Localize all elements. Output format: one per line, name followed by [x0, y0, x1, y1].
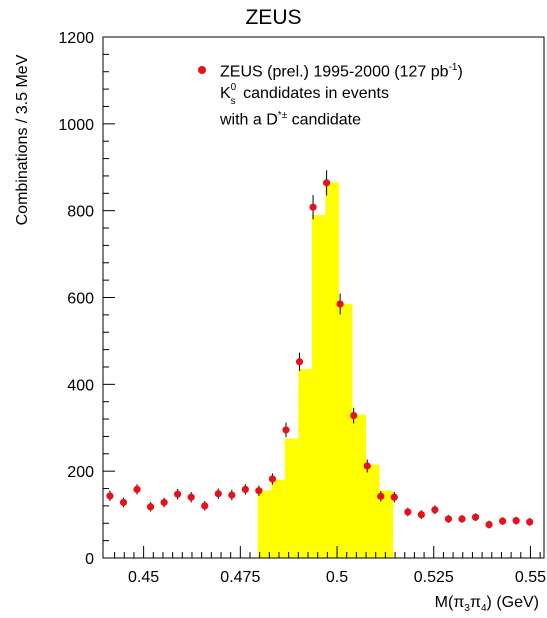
legend-entry-data: ZEUS (prel.) 1995-2000 (127 pb-1)	[198, 57, 463, 83]
data-points-layer	[106, 170, 534, 529]
legend-line1-text: ZEUS (prel.) 1995-2000 (127 pb	[220, 63, 449, 81]
data-point	[404, 508, 412, 516]
histogram-bar	[379, 490, 394, 558]
data-point	[431, 506, 439, 514]
x-tick-label: 0.5	[326, 569, 348, 586]
y-tick-label: 200	[67, 464, 94, 481]
data-point	[106, 492, 114, 500]
data-point	[417, 510, 425, 519]
histogram-layer	[257, 182, 394, 558]
x-axis-label-pi2: π	[469, 594, 481, 611]
data-point	[377, 492, 385, 500]
histogram-bar	[338, 304, 353, 558]
data-point	[512, 517, 520, 525]
data-point	[444, 515, 453, 523]
legend-line2-k: K	[220, 85, 231, 103]
data-point	[228, 491, 236, 499]
data-point	[499, 517, 507, 525]
data-point	[282, 426, 290, 434]
histogram-bar	[271, 479, 285, 558]
data-point	[309, 203, 317, 211]
histogram-bar	[352, 414, 367, 558]
legend-marker-dot	[198, 66, 206, 75]
y-tick-label: 800	[67, 204, 94, 221]
data-point	[295, 358, 304, 366]
x-axis-label-sub1: 3	[464, 603, 470, 615]
x-axis-label-sub2: 4	[480, 603, 487, 615]
y-tick-label: 1000	[58, 117, 94, 134]
y-tick-label: 0	[85, 551, 94, 568]
legend-line2-text: candidates in events	[238, 85, 389, 103]
y-axis-label: Combinations / 3.5 MeV	[14, 54, 31, 226]
legend-line3-text: with a D	[220, 111, 278, 129]
chart-title: ZEUS	[245, 6, 302, 29]
y-tick-label: 1200	[58, 30, 94, 47]
data-point	[336, 300, 344, 308]
y-tick-label: 600	[67, 291, 94, 308]
data-point	[255, 487, 263, 495]
legend-line3: with a D*± candidate	[198, 105, 463, 131]
data-point	[350, 411, 358, 420]
x-tick-label: 0.45	[128, 569, 159, 586]
histogram-bar	[311, 215, 326, 558]
x-tick-label: 0.475	[220, 569, 260, 586]
legend-line3-sup: *±	[277, 110, 288, 122]
data-point	[363, 462, 371, 470]
legend-line1-sup: -1	[448, 62, 458, 73]
data-point	[268, 475, 277, 483]
histogram-bar	[325, 182, 339, 558]
data-point	[485, 520, 493, 529]
legend-line2-sup: 0	[230, 82, 237, 94]
data-point	[174, 490, 182, 498]
x-tick-label: 0.55	[515, 569, 546, 586]
data-point	[119, 498, 128, 507]
data-point	[471, 513, 480, 521]
histogram-bar	[257, 490, 272, 558]
x-axis-label-prefix: M(	[434, 594, 454, 611]
data-point	[390, 493, 398, 501]
data-point	[214, 490, 222, 498]
x-axis-label-suffix: ) (GeV)	[486, 594, 539, 611]
x-axis-label: M(π3π4) (GeV)	[435, 594, 539, 614]
histogram-bar	[284, 438, 299, 558]
data-point	[201, 502, 209, 510]
data-point	[241, 485, 249, 494]
histogram-bar	[366, 464, 380, 558]
data-point	[526, 518, 534, 526]
histogram-bar	[298, 369, 312, 558]
x-axis-label-pi1: π	[453, 594, 465, 611]
data-point	[458, 515, 466, 523]
y-tick-label: 400	[67, 377, 94, 394]
data-point	[133, 485, 141, 494]
data-point	[187, 493, 195, 501]
x-tick-label: 0.525	[414, 569, 454, 586]
data-point	[160, 498, 168, 507]
data-point	[322, 179, 331, 187]
legend-line2-sub: s	[230, 96, 236, 108]
plot-frame	[102, 36, 545, 559]
legend-line3-rest: candidate	[287, 111, 362, 129]
data-point	[146, 503, 155, 511]
legend-line1-close: )	[457, 63, 463, 81]
axis-layer: 0 200 400 600 800 1000 1200 0.45 0.475 0.5 0.525 0.…	[58, 30, 546, 586]
